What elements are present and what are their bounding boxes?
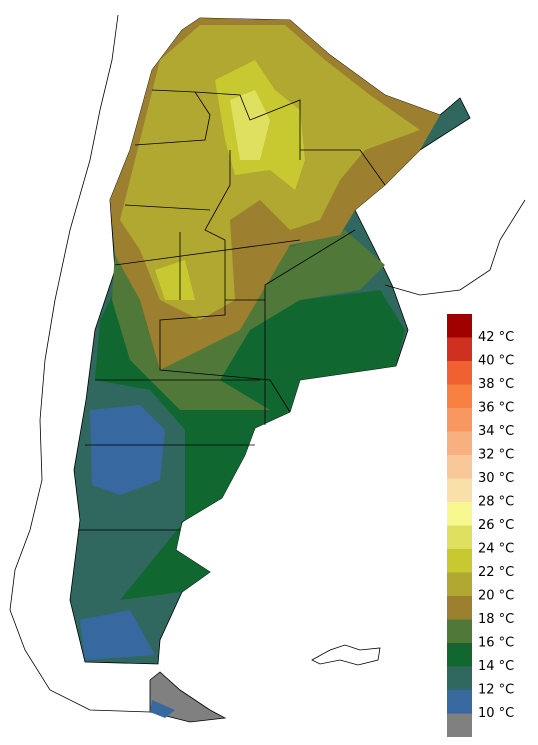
- legend-swatch: [447, 713, 472, 737]
- legend-swatch: [447, 361, 472, 385]
- legend-swatch: [447, 525, 472, 549]
- legend-swatch: [447, 619, 472, 643]
- legend-label: 34 °C: [478, 424, 514, 439]
- falkland-islands: [311, 644, 381, 666]
- uruguay-coast: [384, 199, 526, 296]
- legend-swatch: [447, 666, 472, 690]
- legend-swatch: [447, 690, 472, 714]
- legend-label: 22 °C: [478, 565, 514, 580]
- legend-swatch: [447, 502, 472, 526]
- legend-swatch: [447, 478, 472, 502]
- legend-label: 20 °C: [478, 589, 514, 604]
- region-20: [120, 25, 420, 320]
- legend-label: 18 °C: [478, 612, 514, 627]
- legend-label: 38 °C: [478, 377, 514, 392]
- legend-swatch: [447, 596, 472, 620]
- legend-label: 14 °C: [478, 659, 514, 674]
- legend-label: 42 °C: [478, 330, 514, 345]
- legend-label: 40 °C: [478, 354, 514, 369]
- tierra-del-fuego-blue: [150, 700, 175, 718]
- legend-swatch: [447, 643, 472, 667]
- region-10: [80, 405, 165, 660]
- legend-label: 10 °C: [478, 706, 514, 721]
- province-borders: [78, 89, 386, 531]
- legend-label: 28 °C: [478, 495, 514, 510]
- legend-swatch: [447, 384, 472, 408]
- legend-swatch: [447, 549, 472, 573]
- region-24: [230, 90, 270, 160]
- legend-swatch: [447, 408, 472, 432]
- legend-label: 32 °C: [478, 448, 514, 463]
- legend-swatch: [447, 455, 472, 479]
- legend-swatch: [447, 572, 472, 596]
- legend-label: 26 °C: [478, 518, 514, 533]
- legend-label: 36 °C: [478, 401, 514, 416]
- legend-label: 30 °C: [478, 471, 514, 486]
- legend-label: 24 °C: [478, 542, 514, 557]
- legend-swatch: [447, 314, 472, 338]
- legend-label: 16 °C: [478, 636, 514, 651]
- legend: 42 °C 40 °C 38 °C 36 °C 34 °C 32 °C 30 °C 28 °C…: [447, 314, 514, 737]
- legend-label: 12 °C: [478, 683, 514, 698]
- chile-outline: [9, 14, 151, 713]
- legend-swatch: [447, 431, 472, 455]
- legend-swatch: [447, 337, 472, 361]
